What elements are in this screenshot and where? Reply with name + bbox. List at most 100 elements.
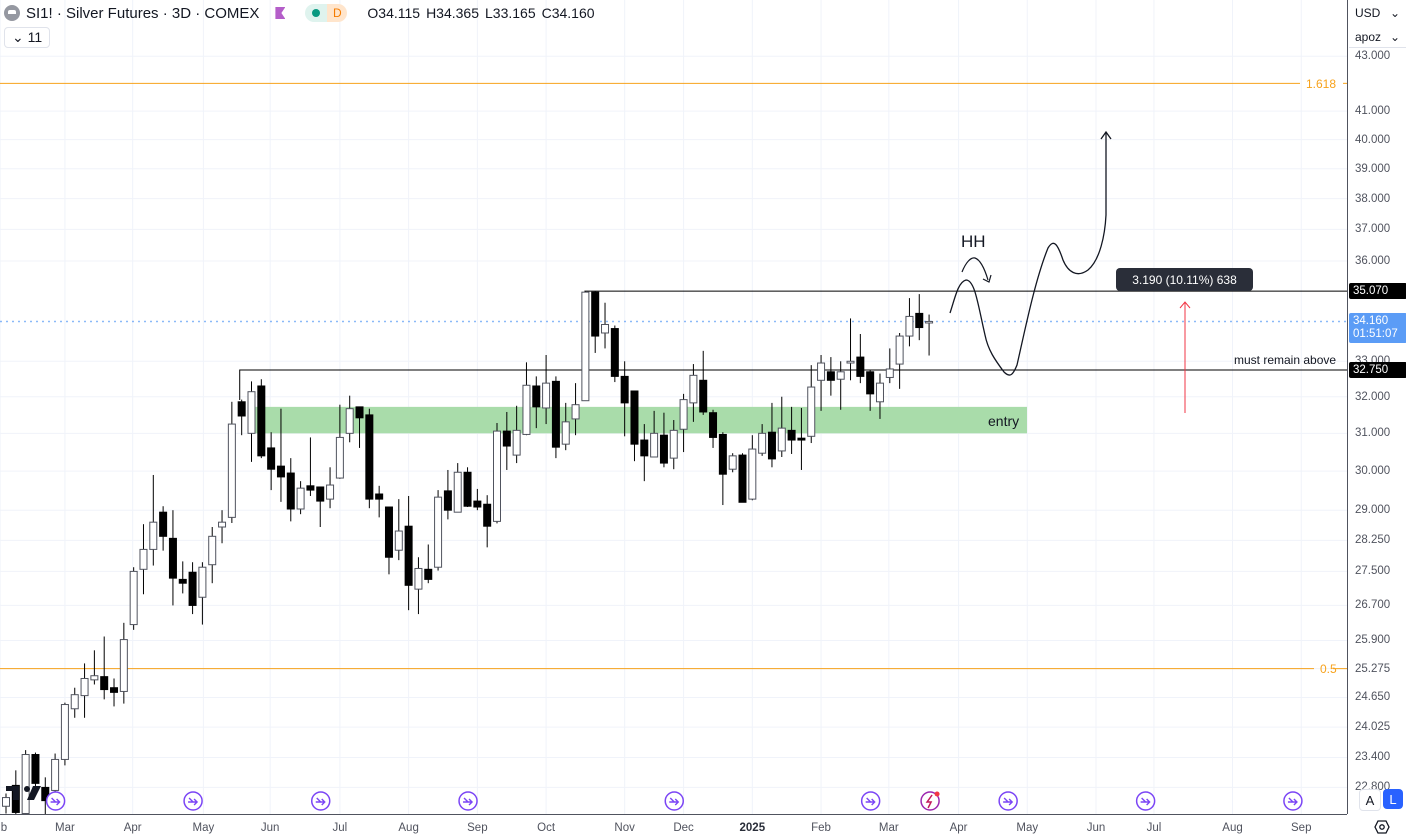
dividend-event-icon[interactable] <box>1135 791 1156 811</box>
candle-bearish <box>443 490 452 511</box>
candle-bullish <box>139 548 148 570</box>
dividend-event-icon[interactable] <box>183 791 203 811</box>
candle-bearish <box>424 568 433 580</box>
symbol-title[interactable]: SI1! · Silver Futures · 3D · COMEX <box>26 4 260 22</box>
time-tick-label: Jun <box>260 822 280 834</box>
settings-gear-icon[interactable] <box>1374 819 1390 840</box>
candle-bearish <box>355 406 364 419</box>
candle-bearish <box>31 754 40 784</box>
candle-bearish <box>797 437 806 441</box>
time-tick-label: Mar <box>878 822 899 834</box>
candle-bearish <box>473 500 482 508</box>
price-chart[interactable] <box>0 0 1347 814</box>
tradingview-logo <box>6 786 41 800</box>
last-price-tag: 34.160 01:51:07 <box>1349 313 1406 343</box>
candle-bearish <box>267 447 276 470</box>
candle-bullish <box>119 639 128 692</box>
price-tick-label: 43.000 <box>1355 50 1391 63</box>
candle-bullish <box>60 704 69 760</box>
data-delay-badge: D <box>327 4 348 22</box>
time-tick-label: Mar <box>55 822 75 834</box>
fib-1618-label: 1.618 <box>1306 77 1337 91</box>
time-tick-label: b <box>0 822 8 834</box>
time-tick-label: Apr <box>123 822 142 834</box>
time-tick-label: 2025 <box>739 822 766 834</box>
market-status-badge[interactable]: D <box>305 4 348 22</box>
arrow-head-icon <box>1100 130 1112 140</box>
candle-bearish <box>826 371 835 381</box>
arrow-up-icon <box>1179 301 1191 309</box>
market-open-dot-icon <box>305 4 328 22</box>
dividend-event-icon[interactable] <box>998 791 1018 811</box>
chevron-down-icon: ⌄ <box>1389 6 1400 20</box>
candle-bullish <box>875 382 884 403</box>
candle-bullish <box>522 384 531 435</box>
candle-bearish <box>915 312 924 329</box>
symbol-logo-icon <box>4 5 20 21</box>
time-tick-label: Sep <box>467 822 488 834</box>
price-tick-label: 37.000 <box>1355 223 1391 236</box>
candle-bearish <box>659 434 668 464</box>
time-tick-label: Sep <box>1291 822 1312 834</box>
earnings-lightning-icon[interactable] <box>920 791 940 811</box>
candle-bullish <box>70 694 79 710</box>
candle-bullish <box>51 758 60 791</box>
price-tick-label: 25.900 <box>1355 634 1391 647</box>
candle-bullish <box>817 362 826 381</box>
log-scale-button[interactable]: L <box>1383 789 1403 809</box>
candle-bearish <box>168 537 177 579</box>
dividend-event-icon[interactable] <box>458 791 478 811</box>
candle-bearish <box>709 412 718 438</box>
candle-bullish <box>149 521 158 550</box>
candle-bullish <box>728 455 737 470</box>
flag-icon[interactable] <box>275 7 286 19</box>
candle-bearish <box>856 356 865 377</box>
auto-scale-button[interactable]: A <box>1359 789 1381 811</box>
candle-bullish <box>80 677 89 697</box>
time-tick-label: Nov <box>614 822 635 834</box>
resistance-price-tag: 35.070 <box>1349 283 1406 299</box>
dividend-event-icon[interactable] <box>310 791 331 811</box>
candle-bullish <box>601 323 610 334</box>
price-tick-label: 30.000 <box>1355 465 1391 478</box>
currency-dropdown[interactable]: USD ⌄ <box>1349 2 1406 24</box>
candle-bearish <box>620 375 629 404</box>
candle-bearish <box>532 385 541 408</box>
dividend-event-icon[interactable] <box>860 791 881 811</box>
candle-bearish <box>384 506 393 558</box>
candle-bullish <box>885 368 894 378</box>
candle-bullish <box>561 421 570 445</box>
dividend-event-icon[interactable] <box>664 791 685 811</box>
price-tick-label: 41.000 <box>1355 105 1391 118</box>
price-tick-label: 39.000 <box>1355 162 1391 175</box>
dividend-event-icon[interactable] <box>1283 791 1303 811</box>
candle-bearish <box>159 511 168 537</box>
candle-bullish <box>198 566 207 598</box>
hh-arc-drawing <box>961 257 989 281</box>
candle-bullish <box>394 530 403 551</box>
must-remain-above-label: must remain above <box>1234 353 1337 367</box>
candle-bullish <box>512 429 521 456</box>
candle-bearish <box>866 371 875 395</box>
price-tick-label: 23.400 <box>1355 751 1391 764</box>
price-tick-label: 27.500 <box>1355 565 1391 578</box>
time-tick-label: Jul <box>1146 822 1162 834</box>
projection-path-drawing <box>949 132 1107 376</box>
low-value: L33.165 <box>485 5 536 21</box>
candle-bearish <box>483 503 492 527</box>
candle-bullish <box>208 535 217 566</box>
candle-bearish <box>463 471 472 507</box>
dividend-event-icon[interactable] <box>45 791 66 811</box>
unit-dropdown[interactable]: apoz ⌄ <box>1349 26 1406 48</box>
time-scale[interactable] <box>0 814 1347 840</box>
ohlc-values: O34.115 H34.365 L33.165 C34.160 <box>367 5 594 21</box>
price-tick-label: 31.000 <box>1355 427 1391 440</box>
price-scale[interactable] <box>1347 0 1406 814</box>
indicators-collapse-button[interactable]: ⌄ 11 <box>4 27 51 48</box>
price-tick-label: 38.000 <box>1355 192 1391 205</box>
price-tick-label: 29.000 <box>1355 504 1391 517</box>
price-tick-label: 36.000 <box>1355 254 1391 267</box>
close-value: C34.160 <box>541 5 595 21</box>
time-tick-label: May <box>1016 822 1039 834</box>
candle-bearish <box>237 401 246 417</box>
